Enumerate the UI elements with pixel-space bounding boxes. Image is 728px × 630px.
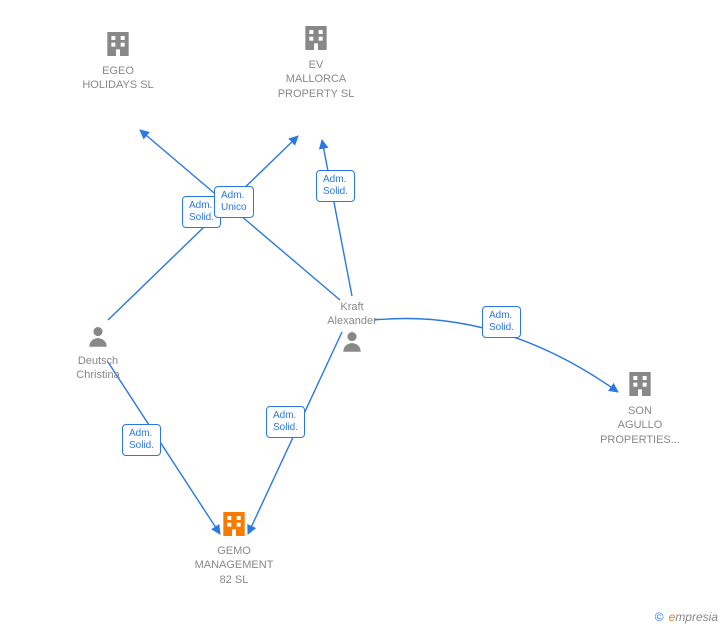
person-icon xyxy=(85,324,111,350)
building-icon xyxy=(218,508,250,540)
node-label: SON AGULLO PROPERTIES... xyxy=(585,404,695,447)
copyright-symbol: © xyxy=(654,610,663,624)
edge-e1 xyxy=(108,136,298,320)
company-node-son[interactable]: SON AGULLO PROPERTIES... xyxy=(585,368,695,447)
building-icon xyxy=(300,22,332,54)
edge-e3 xyxy=(322,140,352,296)
node-label: EGEO HOLIDAYS SL xyxy=(63,64,173,93)
building-icon xyxy=(102,28,134,60)
node-label: Deutsch Christina xyxy=(43,354,153,383)
edge-label-e5: Adm. Solid. xyxy=(122,424,161,456)
company-node-egeo[interactable]: EGEO HOLIDAYS SL xyxy=(63,28,173,93)
edge-label-e2: Adm. Unico xyxy=(214,186,254,218)
node-label: GEMO MANAGEMENT 82 SL xyxy=(179,544,289,587)
edge-label-e4: Adm. Solid. xyxy=(482,306,521,338)
person-icon xyxy=(339,329,365,355)
edge-label-e3: Adm. Solid. xyxy=(316,170,355,202)
company-node-gemo[interactable]: GEMO MANAGEMENT 82 SL xyxy=(179,508,289,587)
watermark: © empresia xyxy=(654,610,718,624)
person-node-kraft[interactable]: Kraft Alexander xyxy=(297,300,407,359)
brand-rest: mpresia xyxy=(675,610,718,624)
node-label: Kraft Alexander xyxy=(297,300,407,329)
node-label: EV MALLORCA PROPERTY SL xyxy=(261,58,371,101)
person-node-deutsch[interactable]: Deutsch Christina xyxy=(43,324,153,383)
company-node-ev[interactable]: EV MALLORCA PROPERTY SL xyxy=(261,22,371,101)
edge-label-e6: Adm. Solid. xyxy=(266,406,305,438)
building-icon xyxy=(624,368,656,400)
